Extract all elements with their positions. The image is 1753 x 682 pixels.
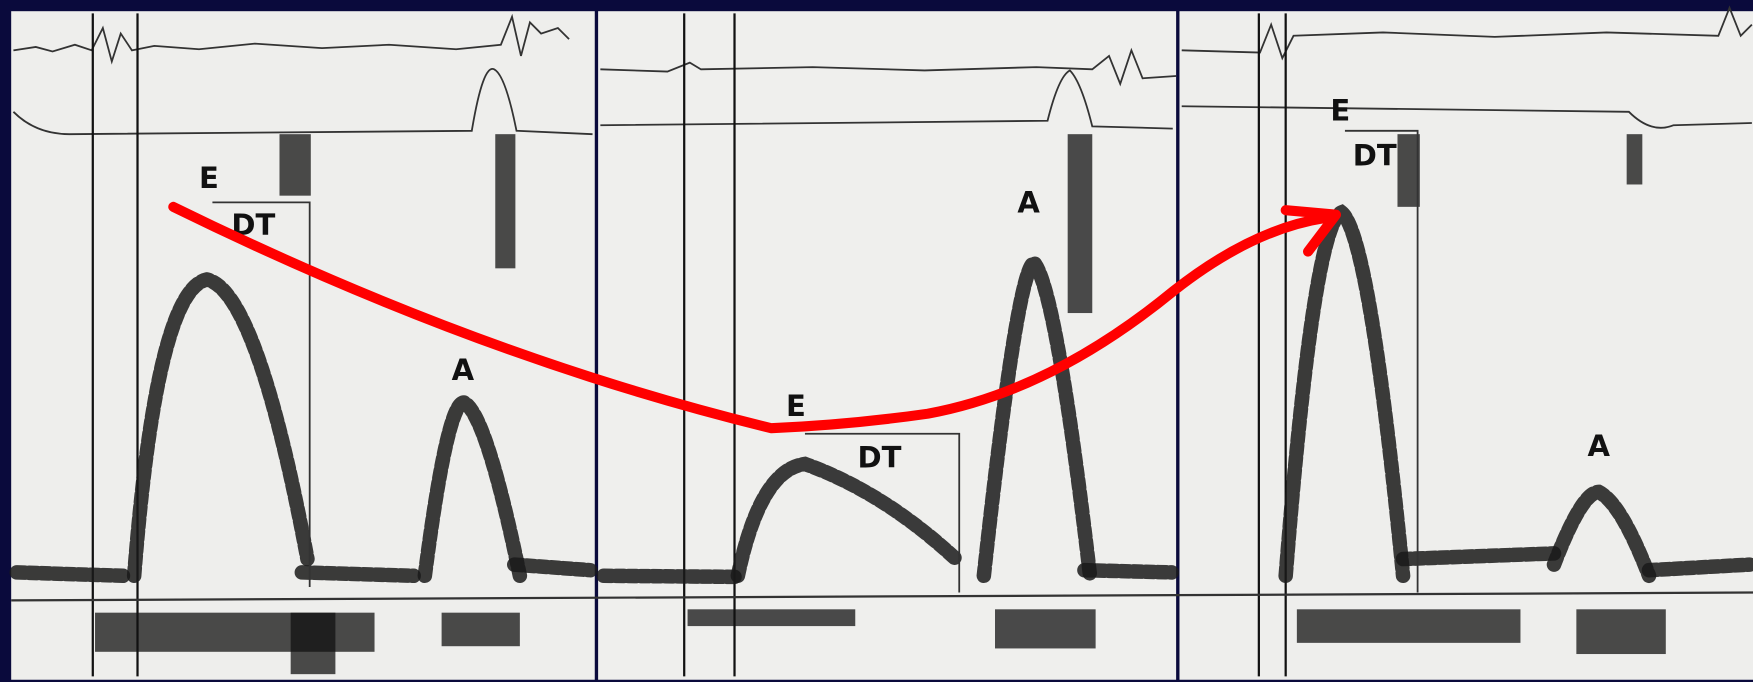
a-label: A [1588,429,1611,463]
bottom-signal [1576,609,1665,654]
a-label: A [1017,185,1040,219]
bottom-signal [688,609,856,626]
bottom-signal [442,613,520,647]
bottom-signal [1297,609,1521,643]
e-label: E [1330,94,1350,128]
dt-label: DT [1353,138,1397,172]
e-label: E [199,161,219,195]
flow-streak [279,134,310,195]
doppler-figure: E DT A E DT A E DT A [0,0,1753,682]
e-label: E [786,389,806,423]
flow-streak [1068,134,1093,313]
flow-streak [1397,134,1419,207]
panel [1179,11,1753,680]
bottom-signal [995,609,1096,648]
a-label: A [452,353,475,387]
flow-streak [1627,134,1643,184]
flow-streak [495,134,515,268]
dt-label: DT [857,440,901,474]
bottom-signal [291,613,336,674]
